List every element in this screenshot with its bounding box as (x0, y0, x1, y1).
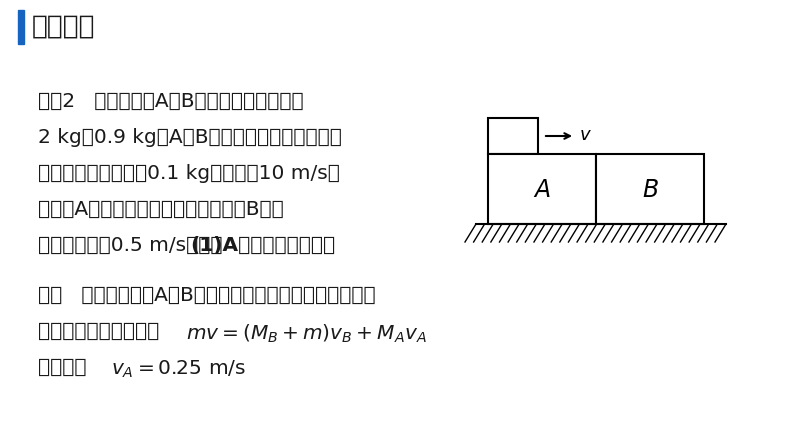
Text: 同速度大小为0.5 m/s，求：: 同速度大小为0.5 m/s，求： (38, 236, 222, 255)
Text: $A$: $A$ (533, 178, 551, 202)
Text: $B$: $B$ (642, 178, 658, 202)
Text: 典例2   如图所示，A、B两个木块质量分别为: 典例2 如图所示，A、B两个木块质量分别为 (38, 92, 303, 111)
Text: 上表面粗糙，质量为0.1 kg的铁块以10 m/s的: 上表面粗糙，质量为0.1 kg的铁块以10 m/s的 (38, 164, 340, 183)
Text: (1)A的最终速度大小；: (1)A的最终速度大小； (190, 236, 335, 255)
Bar (596, 154, 704, 224)
Text: 由系统总动量守恒得：: 由系统总动量守恒得： (38, 322, 160, 341)
Text: $mv = (M_B + m)v_B + M_Av_A$: $mv = (M_B + m)v_B + M_Av_A$ (186, 322, 427, 345)
Text: 解析   选铁块和木块A、B为一系统，取水平向右为正方向，: 解析 选铁块和木块A、B为一系统，取水平向右为正方向， (38, 286, 376, 305)
Text: 典型例题: 典型例题 (32, 14, 95, 40)
Text: $v$: $v$ (579, 126, 592, 144)
Bar (18, 10, 24, 44)
Bar (488, 118, 538, 154)
Text: 可求得：: 可求得： (38, 358, 87, 377)
Bar (488, 154, 596, 224)
Text: 2 kg与0.9 kg，A、B与水平地面间接触光滑，: 2 kg与0.9 kg，A、B与水平地面间接触光滑， (38, 128, 342, 147)
Text: 速度从A的左端向右滑动，最后铁块与B的共: 速度从A的左端向右滑动，最后铁块与B的共 (38, 200, 283, 219)
Text: $v_A = 0.25\ \mathrm{m/s}$: $v_A = 0.25\ \mathrm{m/s}$ (111, 358, 246, 380)
